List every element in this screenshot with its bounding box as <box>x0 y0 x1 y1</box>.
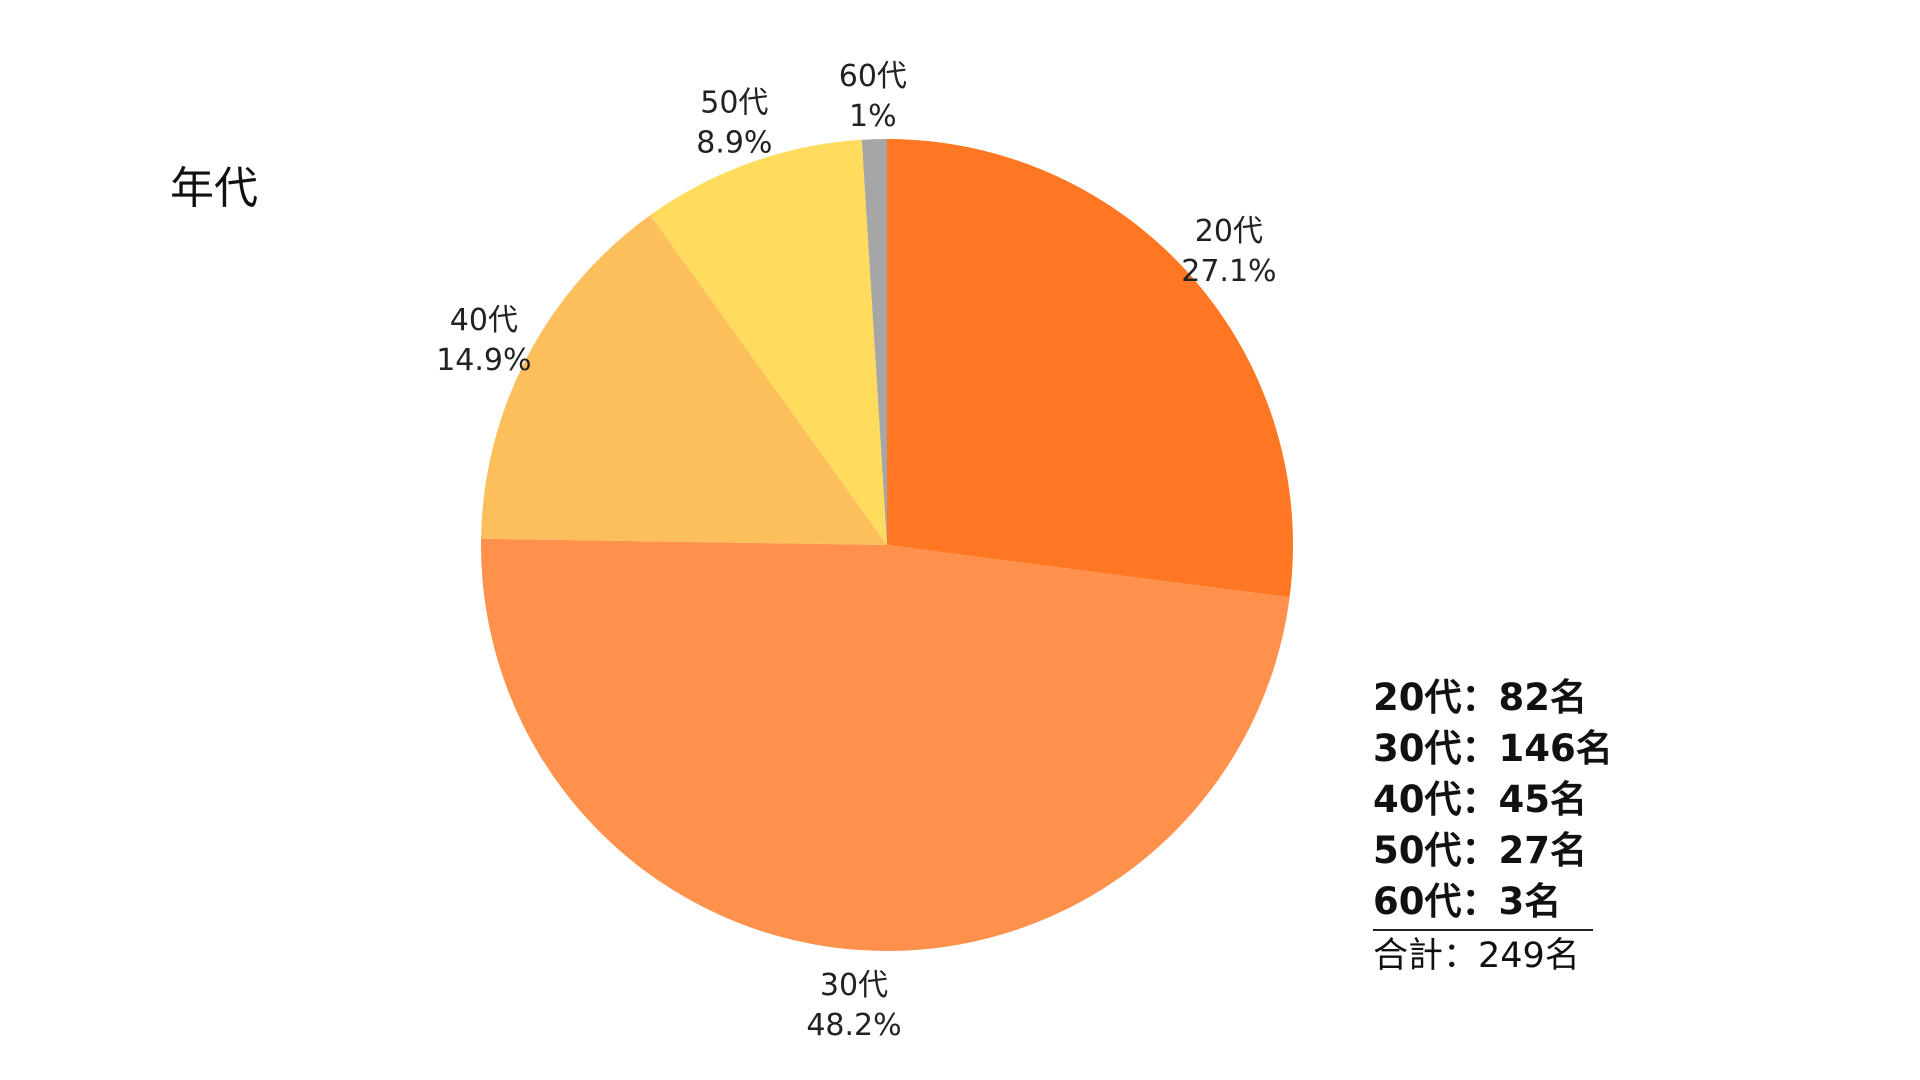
summary-total: 合計：249名 <box>1373 936 1580 976</box>
slice-label-20s: 20代 27.1% <box>1181 214 1276 289</box>
pie-slice-20s <box>887 139 1293 598</box>
pie-slice-30s <box>480 538 1290 952</box>
pie-slice-60s <box>861 139 887 545</box>
summary-divider <box>1373 929 1593 931</box>
summary-row-50s: 50代：27名 <box>1373 829 1587 872</box>
slice-label-50s: 50代 8.9% <box>696 85 772 160</box>
summary-row-30s: 30代：146名 <box>1373 727 1613 770</box>
slice-label-60s: 60代 1% <box>839 59 907 134</box>
pie-slice-40s <box>481 215 887 545</box>
summary-row-20s: 20代：82名 <box>1373 676 1587 719</box>
summary-row-60s: 60代：3名 <box>1373 880 1562 923</box>
summary-row-40s: 40代：45名 <box>1373 778 1587 821</box>
slice-label-40s: 40代 14.9% <box>436 303 531 378</box>
pie-slice-50s <box>650 139 887 545</box>
chart-title: 年代 <box>170 163 258 214</box>
slice-label-30s: 30代 48.2% <box>806 968 901 1043</box>
summary-box: 20代：82名 30代：146名 40代：45名 50代：27名 60代：3名 … <box>1373 672 1613 981</box>
